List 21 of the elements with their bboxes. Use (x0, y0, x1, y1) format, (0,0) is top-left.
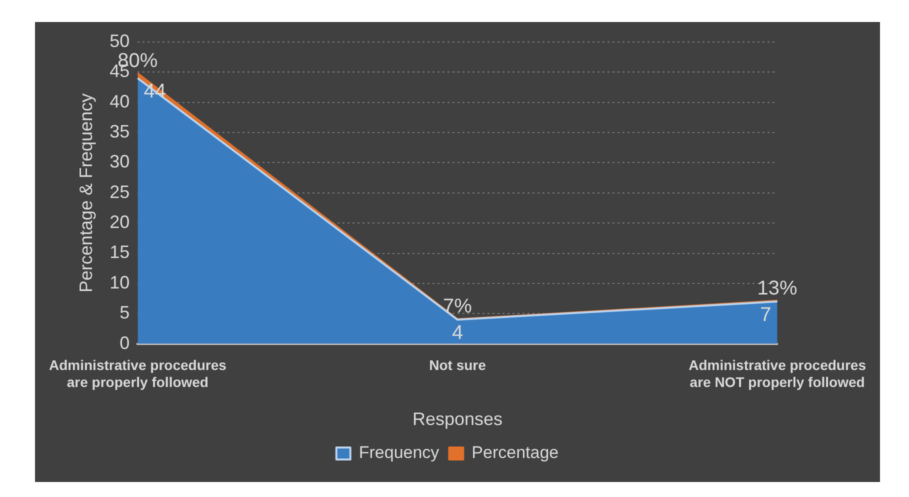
data-label: 13% (757, 277, 798, 300)
legend-label: Percentage (472, 443, 559, 462)
x-tick-label: Administrative procedures are properly followed (49, 357, 227, 390)
y-tick-label: 0 (120, 332, 130, 353)
y-tick-label: 15 (110, 242, 130, 262)
y-tick-label: 10 (110, 272, 130, 292)
y-tick-label: 25 (110, 182, 130, 202)
legend-label: Frequency (358, 443, 440, 462)
data-label: 4 (452, 322, 464, 344)
data-label: 7% (443, 296, 472, 318)
y-tick-label: 40 (110, 91, 130, 112)
data-label: 7 (760, 304, 772, 326)
x-axis-title: Responses (412, 409, 503, 430)
x-tick-label: Not sure (429, 357, 486, 374)
y-tick-label: 5 (120, 302, 130, 323)
y-tick-label: 35 (110, 122, 130, 142)
y-tick-label: 20 (110, 212, 130, 232)
y-axis-title: Percentage & Frequency (76, 93, 96, 292)
y-tick-label: 50 (110, 30, 130, 51)
y-tick-label: 30 (110, 152, 130, 172)
x-tick-label: Administrative procedures are NOT properly followed (688, 357, 866, 390)
